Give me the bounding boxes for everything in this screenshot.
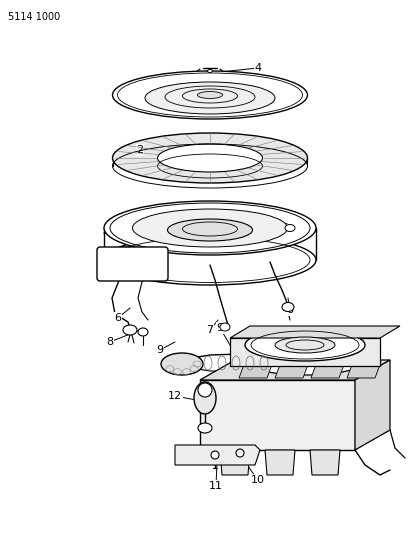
Polygon shape	[230, 326, 400, 338]
Ellipse shape	[245, 329, 365, 361]
Text: 5114 1000: 5114 1000	[8, 12, 60, 22]
Ellipse shape	[208, 69, 213, 72]
Ellipse shape	[198, 383, 212, 397]
Ellipse shape	[275, 337, 335, 353]
Text: 5: 5	[282, 223, 288, 233]
Ellipse shape	[197, 92, 222, 99]
Polygon shape	[200, 360, 390, 380]
Polygon shape	[311, 362, 345, 378]
Polygon shape	[230, 338, 380, 366]
Ellipse shape	[282, 303, 294, 311]
Polygon shape	[310, 450, 340, 475]
Text: 2: 2	[136, 145, 144, 155]
Ellipse shape	[104, 235, 316, 285]
Polygon shape	[355, 360, 390, 450]
Ellipse shape	[198, 423, 212, 433]
Ellipse shape	[168, 219, 253, 241]
Ellipse shape	[285, 224, 295, 231]
Ellipse shape	[157, 144, 262, 172]
Polygon shape	[220, 450, 250, 475]
Ellipse shape	[104, 201, 316, 255]
Text: 8: 8	[106, 337, 113, 347]
FancyBboxPatch shape	[97, 247, 168, 281]
Polygon shape	[175, 445, 260, 465]
Text: 3: 3	[155, 77, 162, 87]
Text: 9: 9	[156, 345, 164, 355]
Text: 9: 9	[216, 323, 224, 333]
Polygon shape	[200, 380, 355, 450]
Text: 4: 4	[255, 63, 262, 73]
Text: 10: 10	[251, 475, 265, 485]
Polygon shape	[265, 450, 295, 475]
Text: 6: 6	[115, 313, 122, 323]
Text: 1: 1	[144, 217, 151, 227]
Ellipse shape	[161, 353, 203, 375]
Ellipse shape	[145, 82, 275, 114]
Ellipse shape	[245, 347, 365, 375]
Text: 6: 6	[286, 305, 293, 315]
Ellipse shape	[123, 325, 137, 335]
Ellipse shape	[133, 209, 288, 247]
Ellipse shape	[236, 449, 244, 457]
Polygon shape	[275, 362, 309, 378]
Ellipse shape	[220, 323, 230, 331]
Polygon shape	[347, 362, 381, 378]
Ellipse shape	[194, 382, 216, 414]
Text: 7: 7	[206, 325, 213, 335]
Ellipse shape	[138, 328, 148, 336]
Ellipse shape	[113, 71, 308, 119]
Text: 12: 12	[168, 391, 182, 401]
Ellipse shape	[211, 451, 219, 459]
Text: 11: 11	[209, 481, 223, 491]
Polygon shape	[239, 362, 273, 378]
Ellipse shape	[113, 133, 308, 183]
